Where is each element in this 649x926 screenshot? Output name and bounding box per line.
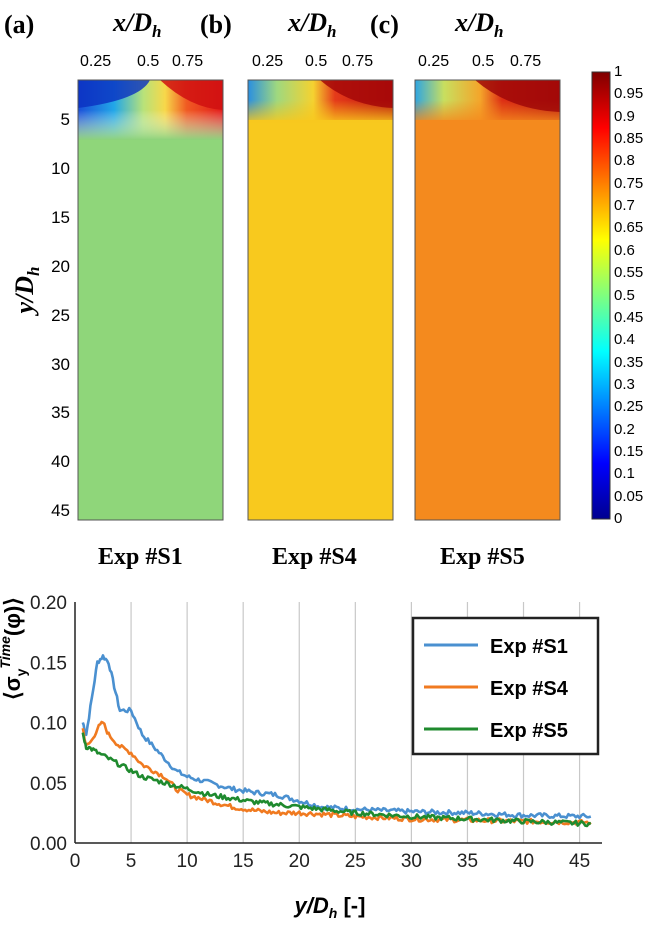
colorbar-tick: 0.45 [614,308,644,326]
x-tick-label: 25 [345,851,366,872]
heatmap-label-s5: Exp #S5 [440,544,525,570]
y-tick: 45 [51,501,70,520]
x-tick-label: 45 [569,851,590,872]
line-chart: ⟨σyTime(φ)⟩ [-] 0 5 10 15 20 25 30 35 40 45 0.00 0.… [0,590,602,921]
colorbar-tick: 0.3 [614,375,635,393]
legend-label: Exp #S5 [490,720,568,742]
y-tick-label: 0.00 [30,834,67,855]
x-tick-label: 0 [70,851,81,872]
colorbar-tick: 0.8 [614,152,635,170]
series-line-exp-s5 [81,732,592,828]
heatmap-panel-a [77,79,224,521]
colorbar-tick: 0.55 [614,264,644,282]
heatmap-c-bulk [415,80,560,520]
y-tick: 25 [51,306,70,325]
x-tick-label: 30 [401,851,422,872]
x-tick-label: 15 [233,851,254,872]
y-tick: 30 [51,355,70,374]
y-tick: 40 [51,452,70,471]
line-y-axis-title: ⟨σyTime(φ)⟩ [-] [0,590,29,700]
colorbar-tick: 0.2 [614,420,635,438]
heatmap-b-bulk [248,80,393,520]
x-tick: 0.25 [252,53,284,70]
x-tick-label: 20 [289,851,310,872]
y-tick-label: 0.15 [30,653,67,674]
colorbar-tick: 0.1 [614,465,635,483]
x-tick-label: 10 [177,851,198,872]
line-x-axis-title: y/Dh [-] [294,893,366,921]
heatmap-label-s4: Exp #S4 [272,544,357,570]
colorbar-tick: 0.7 [614,197,635,215]
x-tick: 0.5 [472,53,495,70]
y-tick-label: 0.10 [30,714,67,735]
heatmap-figure [77,71,611,521]
colorbar-tick: 0.5 [614,286,635,304]
line-chart-series [81,654,592,828]
heatmap-panel-b [247,79,394,521]
heatmap-panel-c [414,79,561,521]
y-tick: 15 [51,208,70,227]
line-chart-axes: 0 5 10 15 20 25 30 35 40 45 0.00 0.05 0.10 0.15 0.20 [30,593,602,872]
colorbar-tick: 0 [614,510,623,527]
x-tick-label: 35 [457,851,478,872]
x-tick-label: 40 [513,851,534,872]
panel-letter-c: (c) [370,10,399,39]
colorbar-tick: 0.05 [614,487,644,505]
colorbar-tick: 0.65 [614,219,644,237]
x-tick: 0.25 [418,53,450,70]
colorbar-tick: 0.9 [614,107,635,125]
x-tick: 0.25 [80,53,112,70]
x-tick: 0.75 [510,53,542,70]
x-tick-label: 5 [126,851,137,872]
y-tick: 10 [51,159,70,178]
colorbar [591,71,611,520]
line-chart-legend: Exp #S1 Exp #S4 Exp #S5 [411,616,600,756]
y-tick-label: 0.20 [30,593,67,614]
legend-label: Exp #S4 [490,678,569,700]
legend-label: Exp #S1 [490,636,568,658]
x-tick: 0.75 [342,53,374,70]
colorbar-tick: 0.6 [614,241,635,259]
x-tick: 0.5 [305,53,328,70]
y-tick-label: 0.05 [30,774,67,795]
colorbar-tick: 0.95 [614,85,644,103]
y-tick: 5 [60,110,70,129]
panel-letter-a: (a) [4,10,35,39]
y-tick: 20 [51,257,70,276]
colorbar-tick: 0.4 [614,331,635,349]
colorbar-tick: 0.85 [614,130,644,148]
colorbar-tick: 1 [614,63,623,80]
colorbar-tick: 0.35 [614,353,644,371]
x-tick: 0.75 [172,53,204,70]
panel-letter-b: (b) [200,10,232,39]
x-axis-title-a: x/Dh [113,8,162,42]
x-tick: 0.5 [137,53,160,70]
y-tick: 35 [51,403,70,422]
heatmap-label-s1: Exp #S1 [98,544,183,570]
colorbar-tick: 0.25 [614,398,644,416]
x-axis-title-c: x/Dh [455,8,504,42]
heatmap-a-bulk [78,80,223,520]
colorbar-tick: 0.15 [614,442,644,460]
x-axis-title-b: x/Dh [288,8,337,42]
colorbar-tick: 0.75 [614,174,644,192]
